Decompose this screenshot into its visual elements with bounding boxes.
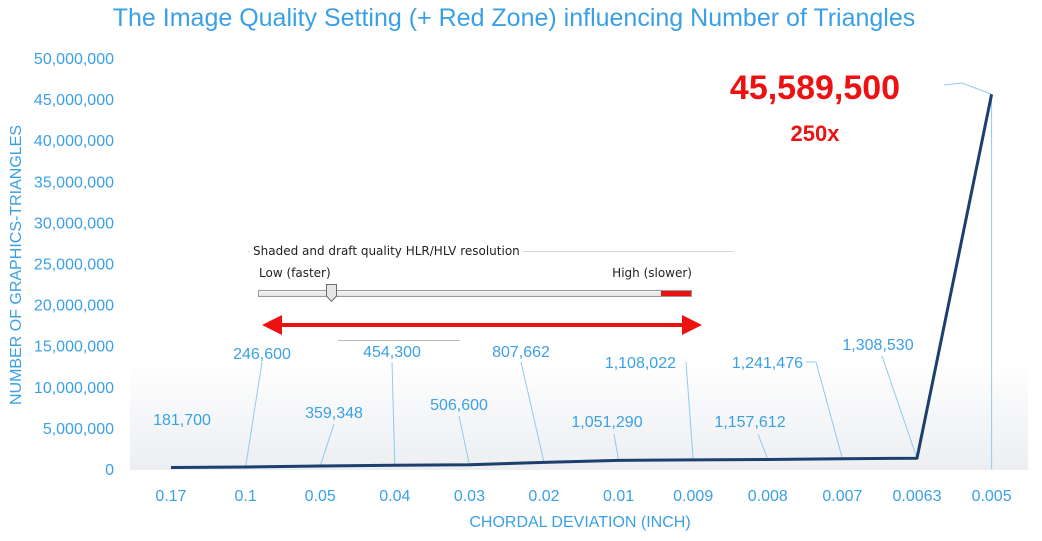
y-tick-label: 50,000,000 [34,51,114,68]
x-axis-label: CHORDAL DEVIATION (INCH) [469,514,690,531]
data-label: 1,108,022 [605,355,676,372]
y-tick-label: 10,000,000 [34,380,114,397]
leader-line [458,415,470,465]
x-tick-label: 0.02 [528,488,559,505]
plot-area-background [130,360,1028,470]
x-tick-label: 0.03 [454,488,485,505]
x-tick-label: 0.008 [748,488,788,505]
leader-line [806,361,843,459]
slider-group-title: Shaded and draft quality HLR/HLV resolut… [250,244,523,258]
leader-line [943,82,993,469]
high-slower-label: High (slower) [612,266,692,280]
series-line [170,93,994,469]
leader-line [613,433,620,461]
leader-line [245,361,263,468]
y-tick-label: 35,000,000 [34,174,114,191]
y-tick-label: 30,000,000 [34,215,114,232]
leader-line [319,423,335,467]
data-label: 359,348 [305,405,363,422]
peak-value-label: 45,589,500 [730,69,900,107]
data-label: 1,051,290 [571,414,642,431]
quality-slider-panel: Shaded and draft quality HLR/HLV resolut… [242,240,734,341]
x-tick-label: 0.1 [234,488,256,505]
leader-lines [245,82,993,469]
slider-track[interactable] [258,290,692,297]
y-tick-label: 20,000,000 [34,298,114,315]
slider-tick-line [338,340,460,341]
red-zone [661,291,691,296]
data-label: 246,600 [233,346,291,363]
data-label: 181,700 [153,412,211,429]
data-labels: 181,700 246,600 359,348 454,300 506,600 807,6… [153,337,914,431]
data-label: 1,241,476 [732,355,803,372]
data-label: 454,300 [363,344,421,361]
slider-thumb[interactable] [326,284,338,302]
y-axis-ticks: 0 5,000,000 10,000,000 15,000,000 20,000,000… [34,51,114,479]
leader-line [881,355,918,459]
chart-title: The Image Quality Setting (+ Red Zone) i… [113,4,916,32]
y-tick-label: 25,000,000 [34,257,114,274]
y-tick-label: 5,000,000 [43,421,114,438]
x-tick-label: 0.009 [673,488,713,505]
double-arrow-icon [262,315,702,335]
data-label: 807,662 [492,344,550,361]
y-axis-label: NUMBER OF GRAPHICS-TRIANGLES [8,125,25,405]
low-faster-label: Low (faster) [259,266,331,280]
x-tick-label: 0.05 [305,488,336,505]
data-label: 1,308,530 [842,337,913,354]
x-axis-ticks: 0.17 0.1 0.05 0.04 0.03 0.02 0.01 0.009 0.008 0.0… [155,488,1011,505]
y-tick-label: 15,000,000 [34,339,114,356]
x-tick-label: 0.01 [603,488,634,505]
data-label: 506,600 [430,397,488,414]
x-tick-label: 0.005 [972,488,1012,505]
y-tick-label: 0 [105,462,114,479]
y-tick-label: 40,000,000 [34,133,114,150]
x-tick-label: 0.04 [379,488,410,505]
x-tick-label: 0.17 [155,488,186,505]
factor-annotation: 250x [791,121,841,146]
slider-group: Shaded and draft quality HLR/HLV resolut… [248,244,734,341]
x-tick-label: 0.0063 [893,488,942,505]
leader-line [685,361,694,460]
y-tick-label: 45,000,000 [34,92,114,109]
leader-line [520,361,545,463]
leader-line [391,361,396,466]
leader-line [757,433,769,460]
x-tick-label: 0.007 [822,488,862,505]
data-label: 1,157,612 [714,414,785,431]
